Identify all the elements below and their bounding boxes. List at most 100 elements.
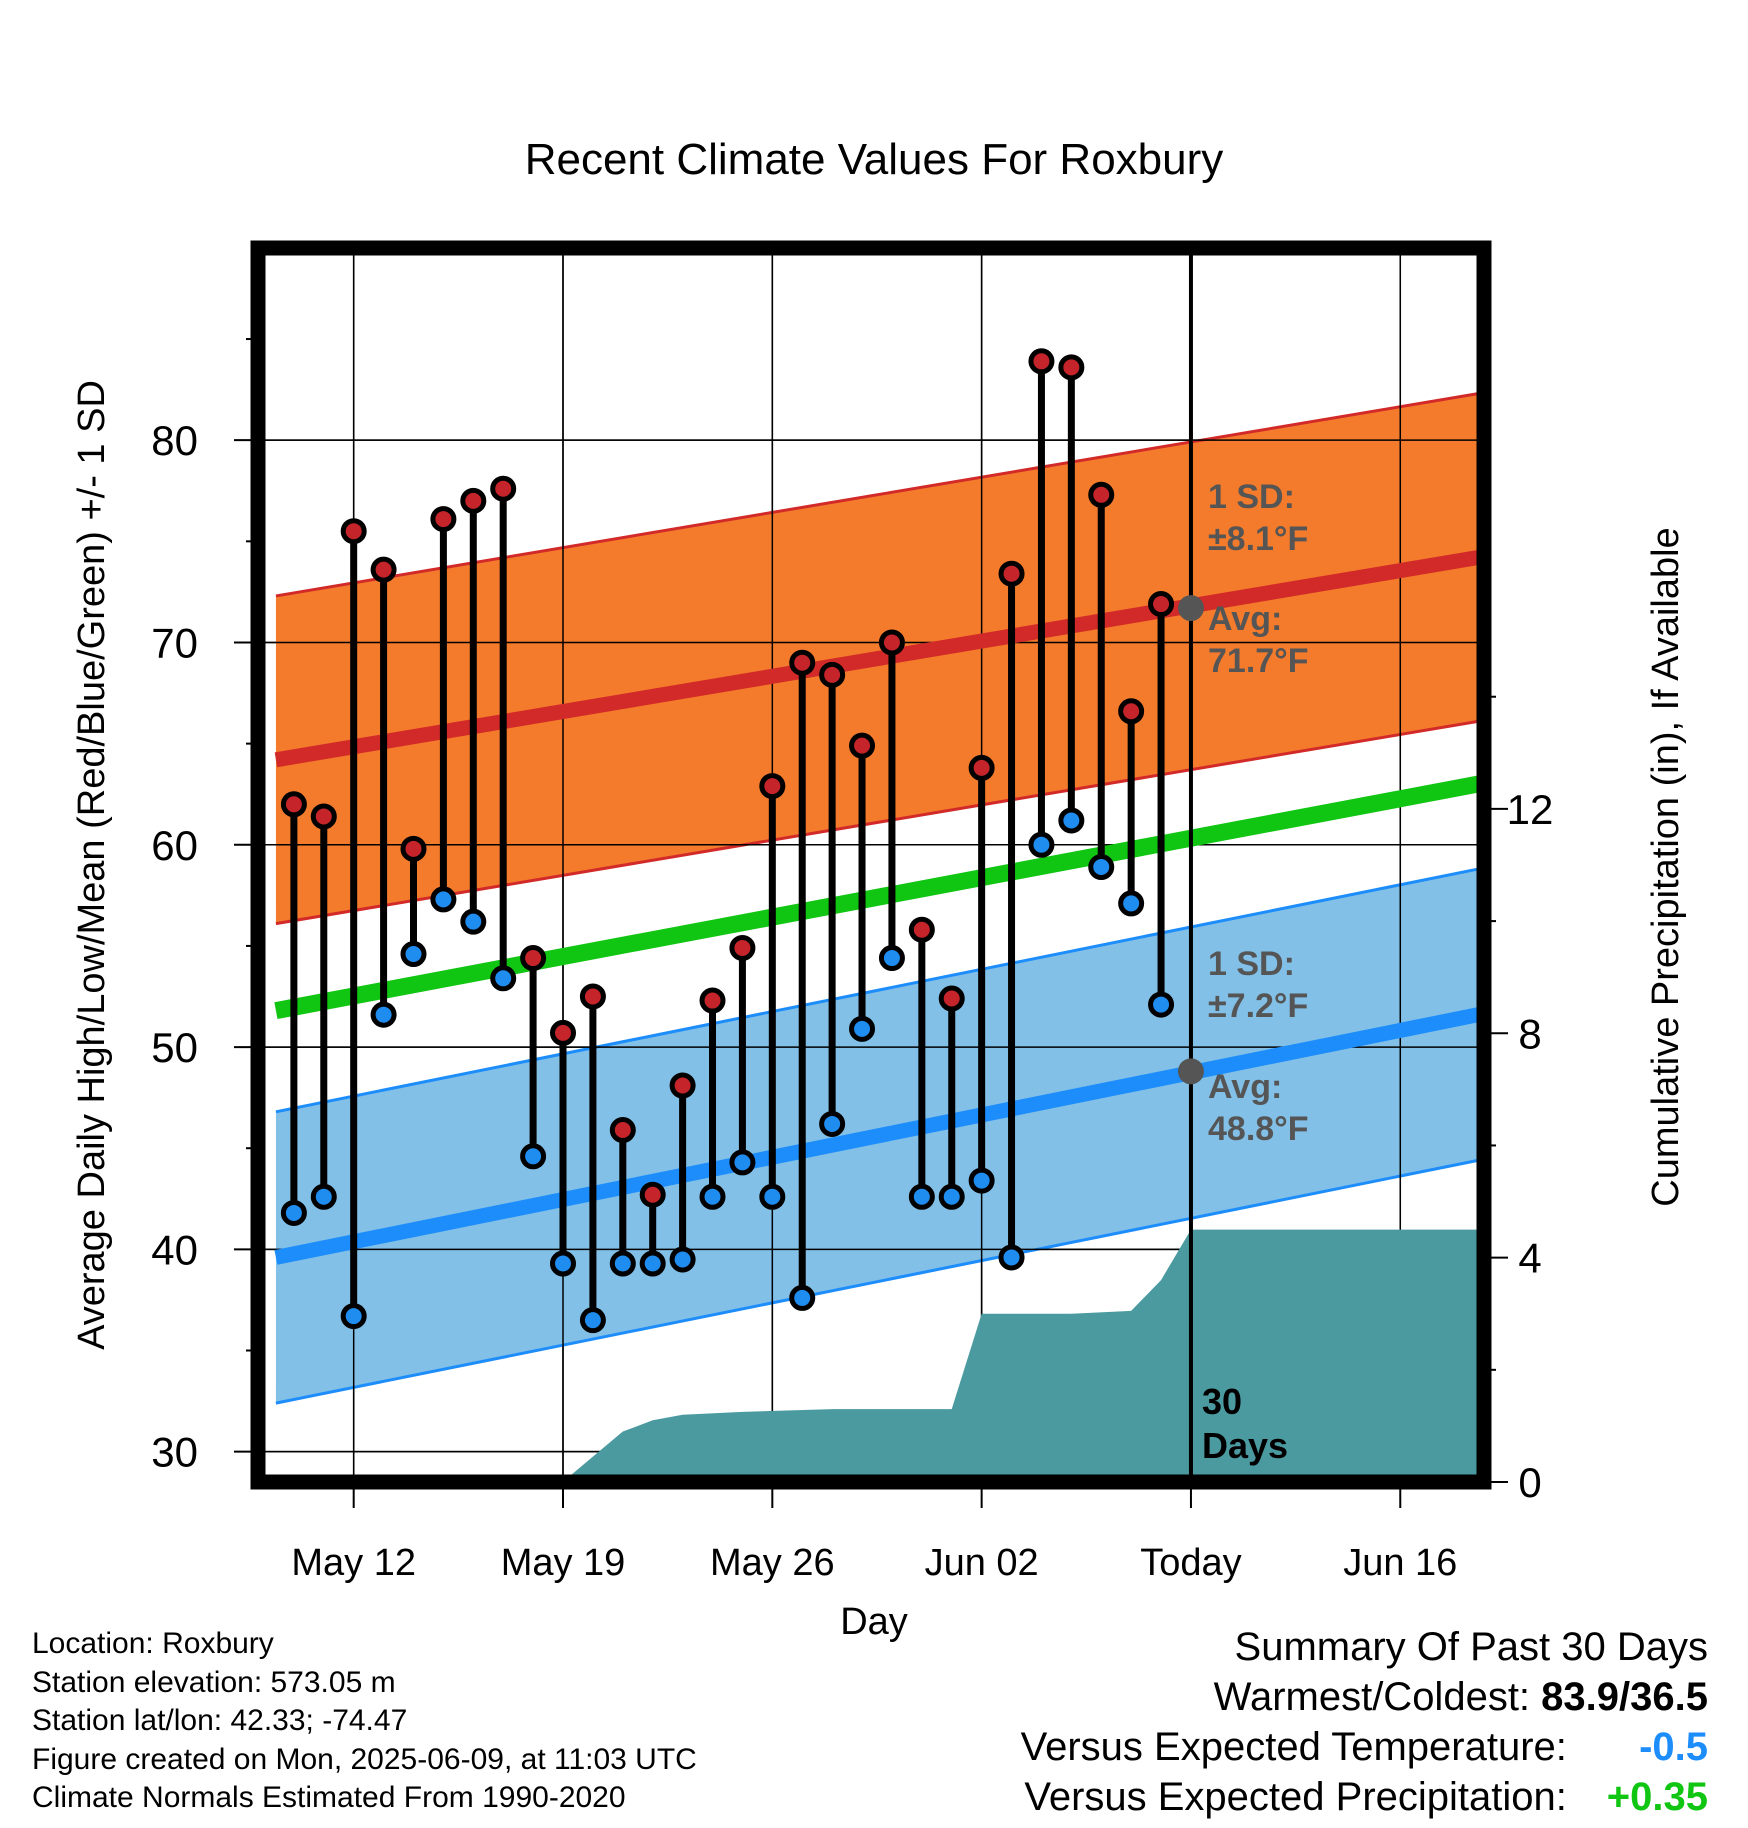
station-info: Location: Roxbury Station elevation: 573… — [32, 1625, 697, 1818]
summary-title: Summary Of Past 30 Days — [1234, 1625, 1708, 1669]
daily-high-marker — [340, 518, 367, 545]
daily-high-marker — [729, 934, 756, 961]
elevation-text: Station elevation: 573.05 m — [32, 1665, 396, 1699]
x-tick-label: May 26 — [710, 1542, 835, 1584]
daily-low-marker — [400, 941, 427, 968]
daily-low-marker — [908, 1183, 935, 1210]
daily-low-marker — [310, 1183, 337, 1210]
plot-area: 1 SD: ±8.1°F Avg: 71.7°F 1 SD: ±7.2°F Avg: 48.8… — [250, 240, 1492, 1490]
days-annotation: 30 Days — [1202, 1381, 1288, 1466]
daily-high-marker — [849, 732, 876, 759]
low-sd-annotation: 1 SD: ±7.2°F — [1208, 945, 1308, 1025]
y2-tick-label: 0 — [1518, 1459, 1541, 1506]
normal-low-line — [274, 1007, 1480, 1265]
daily-low-marker — [550, 1250, 577, 1277]
x-tick-label: May 12 — [291, 1542, 416, 1584]
x-tick-label: Jun 16 — [1343, 1542, 1457, 1584]
daily-low-marker — [1058, 807, 1085, 834]
latlon-text: Station lat/lon: 42.33; -74.47 — [32, 1704, 408, 1737]
y2-tick-label: 8 — [1518, 1010, 1541, 1057]
daily-high-marker — [550, 1019, 577, 1046]
low-sd-band-upper-edge — [275, 867, 1479, 1114]
x-tick-label: May 19 — [501, 1542, 626, 1584]
high-sd-annotation: 1 SD: ±8.1°F — [1208, 478, 1308, 558]
warm-cold-label: Warmest/Coldest: — [1213, 1675, 1531, 1719]
daily-high-marker — [998, 560, 1025, 587]
y-tick-label: 80 — [151, 417, 198, 464]
daily-high-marker — [819, 661, 846, 688]
daily-high-marker — [1088, 481, 1115, 508]
precip-label: Versus Expected Precipitation: — [1024, 1775, 1567, 1819]
daily-high-marker — [1148, 591, 1175, 618]
y2-tick-label: 12 — [1507, 786, 1554, 833]
summary-warm-cold: Warmest/Coldest: 83.9/36.5 — [1021, 1672, 1708, 1722]
daily-low-marker — [280, 1199, 307, 1226]
y-tick-label: 40 — [151, 1226, 198, 1273]
daily-low-marker — [789, 1284, 816, 1311]
today-normal-high-marker — [1177, 595, 1204, 622]
daily-high-marker — [579, 983, 606, 1010]
location-text: Location: Roxbury — [32, 1627, 274, 1660]
daily-low-marker — [819, 1110, 846, 1137]
normals-text: Climate Normals Estimated From 1990-2020 — [32, 1781, 626, 1814]
summary-panel: Summary Of Past 30 Days Warmest/Coldest:… — [1021, 1622, 1708, 1822]
axes: 30 40 50 60 70 80 0 4 8 12 May 12 May 19 May 26 Jun 0… — [151, 338, 1554, 1584]
x-axis-label: Day — [840, 1601, 908, 1643]
daily-low-marker — [878, 945, 905, 972]
daily-low-marker — [1088, 854, 1115, 881]
low-sd-band-lower-edge — [275, 1158, 1479, 1405]
daily-low-marker — [430, 886, 457, 913]
daily-high-marker — [280, 791, 307, 818]
normal-mean-line — [274, 775, 1480, 1020]
created-text: Figure created on Mon, 2025-06-09, at 11… — [32, 1742, 697, 1776]
x-tick-label: Today — [1140, 1542, 1241, 1584]
precip-value: +0.35 — [1606, 1775, 1708, 1819]
daily-high-marker — [938, 985, 965, 1012]
daily-high-marker — [878, 629, 905, 656]
y-tick-label: 60 — [151, 822, 198, 869]
high-avg-annotation: Avg: 71.7°F — [1208, 600, 1309, 680]
chart-title: Recent Climate Values For Roxbury — [525, 135, 1224, 184]
daily-low-marker — [460, 908, 487, 935]
daily-high-marker — [789, 649, 816, 676]
today-normal-low-marker — [1177, 1058, 1204, 1085]
daily-high-marker — [520, 945, 547, 972]
daily-low-marker — [729, 1149, 756, 1176]
daily-low-marker — [699, 1183, 726, 1210]
y2-tick-label: 4 — [1518, 1235, 1541, 1282]
y-tick-label: 70 — [151, 619, 198, 666]
daily-low-marker — [938, 1183, 965, 1210]
x-tick-label: Jun 02 — [925, 1542, 1039, 1584]
daily-high-marker — [759, 773, 786, 800]
daily-low-marker — [968, 1167, 995, 1194]
daily-low-marker — [1028, 831, 1055, 858]
daily-high-marker — [639, 1181, 666, 1208]
daily-low-marker — [639, 1250, 666, 1277]
daily-high-marker — [490, 475, 517, 502]
daily-high-marker — [968, 754, 995, 781]
warm-cold-value: 83.9/36.5 — [1541, 1675, 1708, 1719]
daily-low-marker — [1118, 890, 1145, 917]
daily-high-marker — [908, 916, 935, 943]
daily-high-marker — [310, 803, 337, 830]
daily-low-marker — [579, 1307, 606, 1334]
summary-temp: Versus Expected Temperature: -0.5 — [1021, 1722, 1708, 1772]
precip-area — [275, 1229, 1479, 1482]
daily-high-marker — [1118, 698, 1145, 725]
daily-low-marker — [998, 1244, 1025, 1271]
y-axis-label: Average Daily High/Low/Mean (Red/Blue/Gr… — [71, 380, 113, 1350]
y-tick-label: 50 — [151, 1024, 198, 1071]
daily-high-marker — [400, 835, 427, 862]
daily-low-marker — [609, 1250, 636, 1277]
daily-low-marker — [1148, 991, 1175, 1018]
daily-low-marker — [340, 1303, 367, 1330]
daily-high-marker — [1028, 348, 1055, 375]
low-avg-annotation: Avg: 48.8°F — [1208, 1068, 1309, 1148]
daily-low-marker — [759, 1183, 786, 1210]
temp-label: Versus Expected Temperature: — [1020, 1725, 1567, 1769]
daily-high-marker — [430, 506, 457, 533]
daily-low-marker — [490, 965, 517, 992]
daily-high-marker — [669, 1072, 696, 1099]
daily-high-marker — [609, 1117, 636, 1144]
